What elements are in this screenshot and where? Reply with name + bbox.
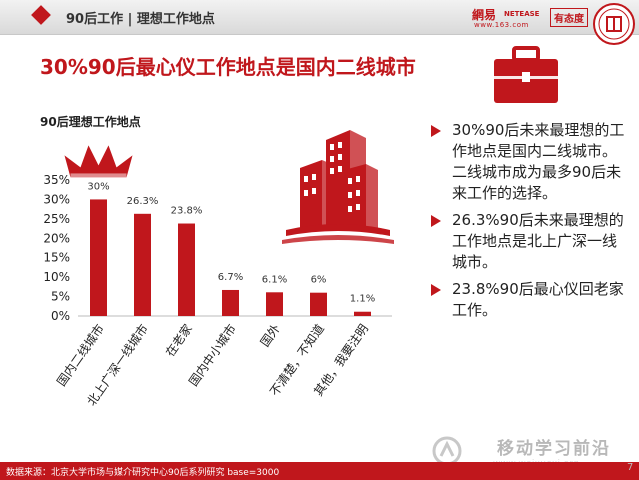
footer-bar — [0, 462, 639, 480]
watermark-title: 移动学习前沿 — [497, 439, 611, 459]
brand-tag: 有态度 — [550, 8, 588, 27]
brand-name-en: NETEASE — [504, 10, 540, 18]
insight-item: 26.3%90后未来最理想的工作地点是北上广深一线城市。 — [428, 210, 628, 273]
bar — [134, 213, 151, 316]
insight-text: 23.8%90后最心仪回老家工作。 — [452, 280, 624, 319]
data-label: 6.7% — [218, 272, 243, 283]
y-tick-label: 35% — [43, 173, 70, 187]
bar — [222, 289, 239, 316]
x-tick-label: 在老家 — [162, 321, 195, 359]
bar — [266, 292, 283, 316]
y-tick-label: 30% — [43, 192, 70, 206]
buildings-icon — [282, 130, 394, 244]
data-label: 1.1% — [350, 294, 375, 305]
bars — [90, 199, 371, 316]
data-label: 26.3% — [127, 196, 159, 207]
brand-logo: 網易 — [472, 8, 497, 22]
header-bar — [0, 0, 639, 35]
page-headline: 30%90后最心仪工作地点是国内二线城市 — [40, 55, 416, 79]
y-tick-label: 20% — [43, 231, 70, 245]
footer-source: 数据来源：北京大学市场与媒介研究中心90后系列研究 base=3000 — [6, 468, 280, 478]
crown-icon — [64, 145, 133, 178]
data-label: 6.1% — [262, 274, 287, 285]
data-label: 6% — [311, 275, 327, 286]
insight-list: 30%90后未来最理想的工作地点是国内二线城市。二线城市成为最多90后未来工作的… — [428, 120, 628, 327]
bullet-triangle-icon — [431, 125, 441, 137]
seal-icon — [593, 3, 635, 45]
insight-text: 30%90后未来最理想的工作地点是国内二线城市。二线城市成为最多90后未来工作的… — [452, 121, 625, 202]
y-tick-label: 10% — [43, 270, 70, 284]
bar — [354, 311, 371, 316]
bar — [90, 199, 107, 316]
bar — [178, 223, 195, 316]
bullet-triangle-icon — [431, 284, 441, 296]
crown-band — [70, 173, 127, 178]
brand-url: www.163.com — [474, 21, 529, 29]
y-tick-label: 15% — [43, 251, 70, 265]
briefcase-icon — [494, 46, 558, 103]
bar — [310, 292, 327, 316]
data-label: 23.8% — [171, 206, 203, 217]
data-label: 30% — [87, 181, 109, 192]
bullet-triangle-icon — [431, 215, 441, 227]
data-labels: 30% 26.3% 23.8% 6.7% 6.1% 6% 1.1% — [87, 181, 375, 304]
y-tick-label: 5% — [51, 290, 70, 304]
chart-title: 90后理想工作地点 — [40, 115, 141, 129]
y-axis: 0% 5% 10% 15% 20% 25% 30% 35% — [43, 173, 392, 323]
insight-item: 30%90后未来最理想的工作地点是国内二线城市。二线城市成为最多90后未来工作的… — [428, 120, 628, 204]
page-number: 7 — [627, 462, 634, 473]
y-tick-label: 0% — [51, 309, 70, 323]
insight-item: 23.8%90后最心仪回老家工作。 — [428, 279, 628, 321]
y-tick-label: 25% — [43, 212, 70, 226]
x-tick-label: 国外 — [258, 322, 283, 350]
section-title: 90后工作 | 理想工作地点 — [66, 12, 215, 27]
insight-text: 26.3%90后未来最理想的工作地点是北上广深一线城市。 — [452, 211, 624, 271]
crown-shape — [64, 145, 133, 178]
